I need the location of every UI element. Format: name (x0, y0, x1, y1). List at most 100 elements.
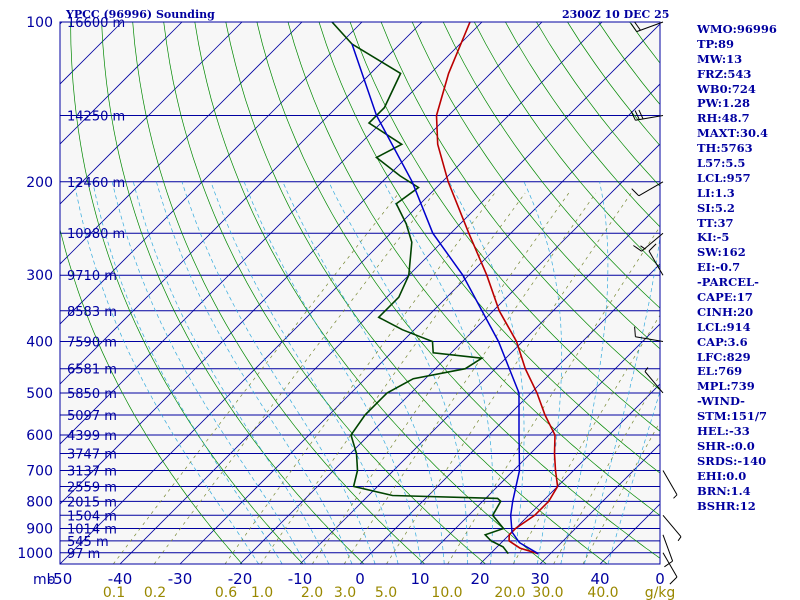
mixing-ratio-label: 0.2 (144, 585, 166, 600)
isotherm-line (119, 23, 660, 564)
pressure-tick-label: 500 (26, 386, 53, 402)
wind-barb (662, 534, 674, 568)
index-item: CAP:3.6 (697, 334, 748, 349)
mixing-ratio-label: 40.0 (587, 585, 618, 600)
mixing-ratio-label: 2.0 (301, 585, 323, 600)
height-level-label: 1014 m (67, 522, 117, 537)
isotherm-line (60, 22, 243, 205)
moist-adiabat-line (73, 181, 259, 564)
index-item: EHI:0.0 (697, 468, 747, 483)
temperature-tick-label: -30 (168, 570, 193, 588)
mixing-ratio-line (343, 192, 597, 564)
index-item: SI:5.2 (697, 200, 735, 215)
height-level-label: 97 m (67, 547, 100, 562)
isotherm-line (60, 22, 603, 564)
plot-frame (59, 21, 661, 565)
isotherm-line (299, 203, 660, 564)
index-item: -PARCEL- (697, 275, 759, 290)
sounding-datetime: 2300Z 10 DEC 25 (562, 8, 670, 21)
index-item: KI:-5 (697, 230, 730, 245)
temperature-tick-label: 30 (530, 570, 549, 588)
chart-title: YPCC (96996) Sounding (66, 8, 215, 21)
index-item: STM:151/7 (697, 409, 768, 424)
moist-adiabat-line (181, 181, 376, 564)
moist-adiabat-line (132, 181, 330, 564)
stability-indices-list: WMO:96996 TP:89 MW:13 FRZ:543 WB0:724 PW:1.28… (697, 22, 797, 513)
isotherm-line (60, 22, 483, 445)
height-level-label: 5097 m (67, 409, 117, 424)
wind-barb (631, 181, 664, 197)
isotherm-line (60, 22, 183, 145)
temperature-tick-label: 40 (590, 570, 609, 588)
index-item: TH:5763 (697, 141, 753, 156)
temperature-tick-label: -40 (108, 570, 133, 588)
isotherm-line (60, 22, 363, 325)
isotherm-line (479, 383, 660, 564)
index-item: MPL:739 (697, 379, 755, 394)
mixing-ratio-unit: g/kg (645, 585, 676, 600)
moist-adiabat-line (156, 181, 353, 564)
mixing-ratio-line (312, 192, 570, 564)
index-item: LI:1.3 (697, 185, 735, 200)
mixing-ratio-line (113, 192, 400, 564)
index-item: TP:89 (697, 36, 735, 51)
temperature-trace (435, 22, 559, 555)
moist-adiabat-line (560, 181, 609, 564)
dry-adiabat-line (349, 22, 660, 432)
moist-adiabat-line (523, 181, 563, 564)
height-level-label: 14250 m (67, 109, 125, 124)
height-level-label: 4399 m (67, 429, 117, 444)
dewpoint-trace (331, 22, 509, 555)
isotherm-line (539, 443, 660, 564)
index-item: SW:162 (697, 245, 746, 260)
index-item: FRZ:543 (697, 66, 752, 81)
index-item: TT:37 (697, 215, 734, 230)
index-item: LCL:914 (697, 319, 751, 334)
mixing-ratio-line (582, 421, 660, 564)
grid-lines (0, 22, 660, 564)
height-level-label: 6581 m (67, 363, 117, 378)
temperature-tick-label: 0 (655, 570, 665, 588)
height-level-label: 16600 m (67, 16, 125, 31)
pressure-tick-label: 400 (26, 335, 53, 351)
pressure-tick-label: 300 (26, 268, 53, 284)
temperature-tick-label: 10 (410, 570, 429, 588)
mixing-ratio-label: 5.0 (375, 585, 397, 600)
wind-barb (662, 470, 678, 499)
mixing-ratio-line (386, 192, 632, 564)
mixing-ratio-line (153, 192, 435, 564)
index-item: SRDS:-140 (697, 453, 767, 468)
dry-adiabat-line (442, 22, 660, 309)
mixing-ratio-line (260, 192, 526, 564)
mixing-ratio-label: 10.0 (431, 585, 462, 600)
dry-adiabat-line (163, 22, 486, 564)
index-item: BSHR:12 (697, 498, 756, 513)
height-level-label: 2015 m (67, 495, 117, 510)
index-item: EI:-0.7 (697, 260, 741, 275)
index-item: SHR-:0.0 (697, 438, 755, 453)
wind-barb (662, 514, 682, 542)
mixing-ratio-label: 0.6 (215, 585, 237, 600)
dry-adiabat-line (225, 22, 608, 564)
wind-barb (630, 109, 664, 121)
moist-adiabat-line (92, 181, 283, 564)
pressure-tick-label: 100 (26, 15, 53, 31)
mixing-ratio-label: 3.0 (334, 585, 356, 600)
mixing-ratio-line (512, 314, 660, 564)
dry-adiabat-line (256, 22, 660, 559)
isotherm-line (0, 22, 2, 564)
pressure-tick-label: 200 (26, 175, 53, 191)
isotherm-line (419, 323, 660, 564)
index-item: EL:769 (697, 364, 743, 379)
isotherm-line (60, 22, 63, 25)
index-item: CINH:20 (697, 304, 754, 319)
dry-adiabat-line (70, 22, 304, 564)
index-item: WMO:96996 (697, 22, 777, 36)
height-level-label: 3747 m (67, 447, 117, 462)
plot-background (60, 22, 660, 564)
height-level-label: 545 m (67, 535, 109, 550)
isotherm-line (239, 143, 660, 564)
temperature-tick-label: 0 (355, 570, 365, 588)
height-level-label: 3137 m (67, 465, 117, 480)
mixing-ratio-label: 1.0 (251, 585, 273, 600)
